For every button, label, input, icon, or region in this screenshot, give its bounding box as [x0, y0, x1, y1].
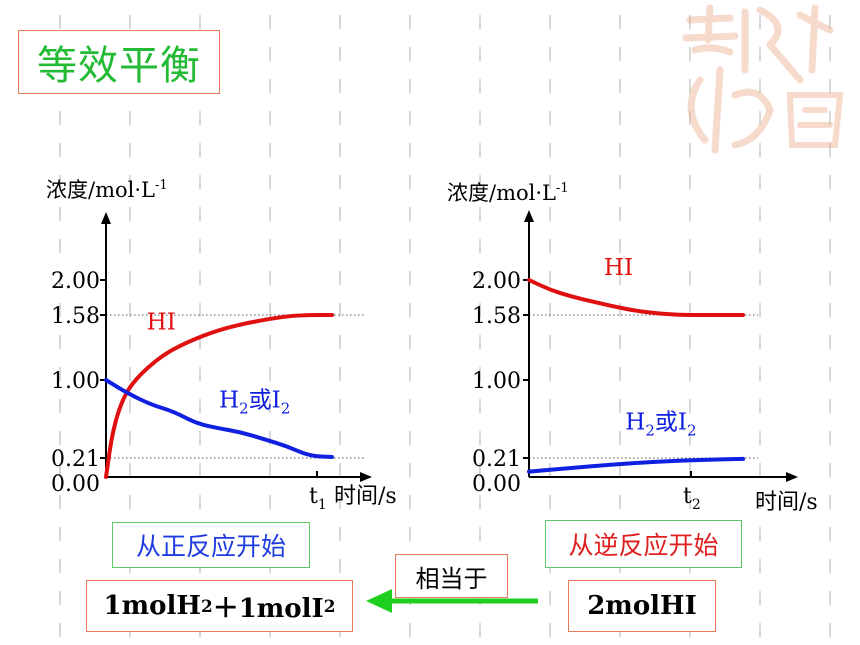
y-axis-label: 浓度/mol·L-1 [447, 181, 569, 205]
series-label-subscript: 2 [239, 400, 249, 418]
time-marker-label: t2 [683, 484, 701, 513]
series-label-part: H [625, 409, 645, 435]
series-label-subscript: 2 [645, 421, 655, 439]
y-axis-arrow-icon [524, 210, 534, 222]
time-marker-base: t [309, 484, 318, 509]
h2-i2-concentration-line [527, 456, 745, 474]
time-marker-subscript: 1 [318, 497, 327, 513]
y-tick-label: 2.00 [472, 269, 521, 294]
hi-series-label: HI [604, 255, 633, 281]
hi-series-label: HI [147, 310, 176, 336]
y-tick-label: 0.00 [472, 472, 521, 497]
time-marker-base: t [683, 484, 692, 509]
y-axis-label-superscript: -1 [155, 178, 168, 193]
y-tick-label: 1.00 [51, 369, 100, 394]
page-title: 等效平衡 [18, 30, 220, 94]
series-label-subscript: 2 [281, 400, 291, 418]
y-tick-label: 1.58 [472, 304, 521, 329]
hi-concentration-line [527, 278, 745, 317]
left-arrow-icon [366, 589, 538, 613]
time-marker-subscript: 2 [692, 497, 701, 513]
y-tick-label: 0.21 [472, 447, 521, 472]
equivalent-label: 相当于 [395, 554, 508, 598]
chart-forward: 浓度/mol·L-12.001.581.000.210.00 t1 时间/sHIH2… [46, 178, 397, 513]
series-label-subscript: 2 [687, 421, 697, 439]
series-label-part: H [219, 388, 239, 414]
series-label-part: 或I [655, 409, 687, 435]
y-tick-label: 1.00 [472, 369, 521, 394]
time-marker-label: t1 [309, 484, 327, 513]
x-axis-arrow-icon [786, 472, 798, 482]
y-axis-label-superscript: -1 [556, 181, 569, 196]
reactants-part-2: ＋1molI [212, 593, 324, 624]
forward-reaction-label: 从正反应开始 [112, 522, 310, 568]
reactants-part-1: 1molH [103, 591, 201, 621]
y-axis-label-text: 浓度/mol·L [447, 181, 556, 205]
y-tick-label: 0.00 [51, 472, 100, 497]
hi-concentration-line [104, 313, 334, 479]
y-axis-label: 浓度/mol·L-1 [46, 178, 168, 202]
y-axis-label-text: 浓度/mol·L [46, 178, 155, 202]
x-axis-label: 时间/s [334, 484, 397, 509]
series-label-part: 或I [249, 388, 281, 414]
chart-reverse: 浓度/mol·L-12.001.581.000.210.00 t2 时间/sHIH2… [447, 181, 818, 515]
h2-i2-series-label: H2或I2 [625, 409, 696, 439]
product-label: 2molHI [568, 580, 716, 632]
h2-i2-concentration-line [104, 378, 334, 460]
y-axis-arrow-icon [101, 212, 111, 224]
y-tick-label: 0.21 [51, 447, 100, 472]
seal-watermark-icon [682, 4, 844, 154]
y-tick-label: 2.00 [51, 269, 100, 294]
x-axis-arrow-icon [360, 472, 372, 482]
y-tick-label: 1.58 [51, 304, 100, 329]
reverse-reaction-label: 从逆反应开始 [545, 520, 742, 568]
x-axis-label: 时间/s [755, 490, 818, 515]
h2-i2-series-label: H2或I2 [219, 388, 290, 418]
reactants-label: 1molH 2 ＋1molI 2 [86, 580, 353, 632]
